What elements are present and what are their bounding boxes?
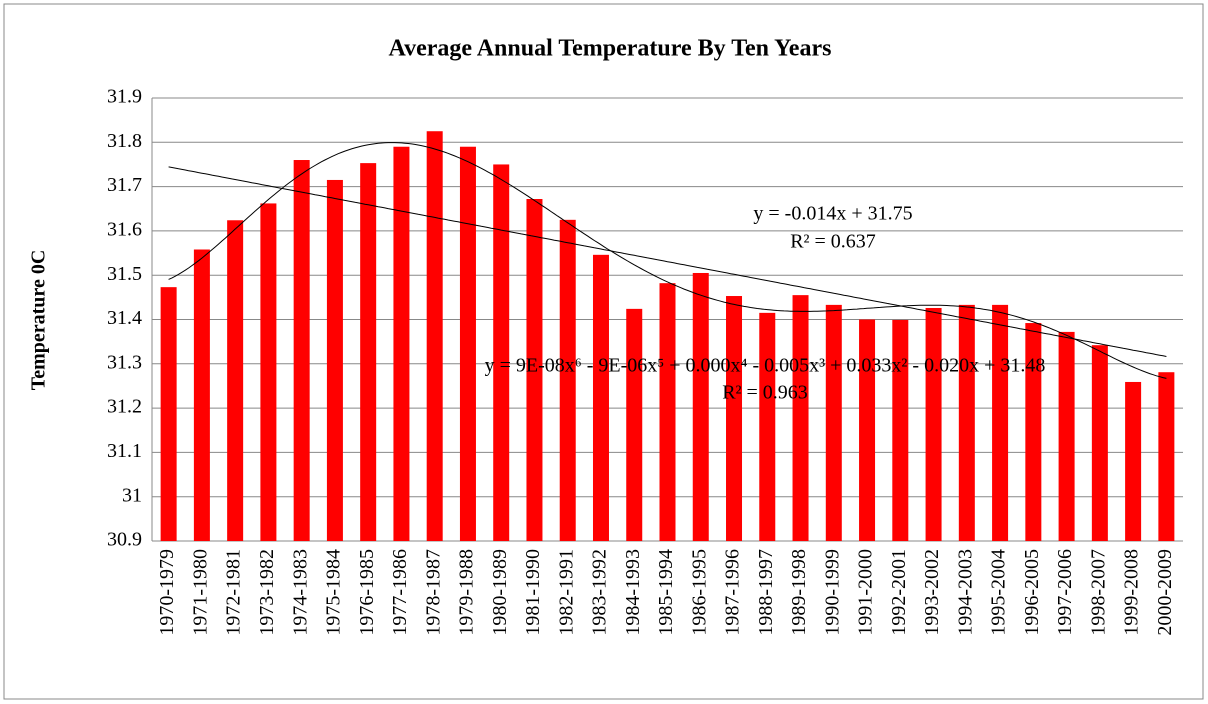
- x-tick-label: 1981-1990: [522, 549, 544, 636]
- x-tick-label: 1977-1986: [389, 549, 411, 636]
- bar: [293, 160, 310, 541]
- x-tick-label: 1993-2002: [921, 549, 943, 636]
- bar: [1025, 323, 1042, 541]
- bar: [692, 272, 709, 541]
- bar: [360, 163, 377, 541]
- y-tick-label: 31.2: [107, 396, 142, 418]
- x-tick-label: 1970-1979: [156, 549, 178, 636]
- bar: [592, 254, 609, 541]
- bar: [559, 219, 576, 541]
- bar: [726, 296, 743, 541]
- x-tick-label: 1984-1993: [622, 549, 644, 636]
- x-tick-label: 1988-1997: [755, 549, 777, 636]
- x-tick-label: 1994-2003: [954, 549, 976, 636]
- x-tick-label: 1976-1985: [356, 549, 378, 636]
- x-tick-label: 1990-1999: [821, 549, 843, 636]
- bar: [260, 203, 277, 541]
- bar: [759, 312, 776, 541]
- y-axis-label: Temperature 0C: [28, 250, 50, 391]
- trendline-equation: y = 9E-08x⁶ - 9E-06x⁵ + 0.000x⁴ - 0.005x…: [485, 355, 1046, 377]
- y-tick-label: 31.6: [107, 218, 142, 240]
- bar: [892, 319, 909, 541]
- x-tick-label: 1995-2004: [988, 549, 1010, 636]
- y-tick-label: 31.5: [107, 263, 142, 285]
- y-tick-label: 31.9: [107, 86, 142, 108]
- x-tick-label: 1980-1989: [489, 549, 511, 636]
- x-tick-label: 1998-2007: [1087, 549, 1109, 636]
- bar: [925, 307, 942, 541]
- trendline-r-squared: R² = 0.963: [722, 382, 808, 404]
- bar: [459, 146, 476, 542]
- trendline-r-squared: R² = 0.637: [790, 231, 876, 253]
- trendline: [168, 142, 1167, 379]
- bar: [393, 146, 410, 542]
- y-tick-label: 31.3: [107, 351, 142, 373]
- x-tick-label: 1972-1981: [223, 549, 245, 636]
- bar: [160, 287, 177, 541]
- x-tick-label: 1989-1998: [788, 549, 810, 636]
- x-tick-label: 1971-1980: [189, 549, 211, 636]
- bar: [659, 283, 676, 541]
- bar: [426, 131, 443, 541]
- bar: [792, 295, 809, 541]
- trendline-equation: y = -0.014x + 31.75: [753, 203, 912, 225]
- y-tick-label: 31.4: [107, 307, 142, 329]
- y-tick-label: 30.9: [107, 529, 142, 551]
- x-tick-label: 1996-2005: [1021, 549, 1043, 636]
- bar: [1058, 331, 1075, 541]
- bar: [992, 304, 1009, 541]
- x-tick-label: 1997-2006: [1054, 549, 1076, 636]
- bar: [526, 199, 543, 541]
- chart-title: Average Annual Temperature By Ten Years: [389, 36, 832, 62]
- bar: [1158, 372, 1175, 541]
- bar: [626, 308, 643, 541]
- bar: [859, 319, 876, 541]
- x-tick-label: 1999-2008: [1121, 549, 1143, 636]
- bar: [1125, 381, 1142, 541]
- x-tick-label: 1983-1992: [589, 549, 611, 636]
- x-tick-label: 1975-1984: [323, 549, 345, 636]
- x-tick-label: 1987-1996: [722, 549, 744, 636]
- bar: [326, 179, 343, 541]
- x-tick-label: 1978-1987: [422, 549, 444, 636]
- x-tick-label: 1991-2000: [855, 549, 877, 636]
- bar: [493, 164, 510, 541]
- bar: [958, 304, 975, 541]
- bar: [193, 249, 210, 542]
- x-tick-label: 1982-1991: [555, 549, 577, 636]
- x-tick-label: 1974-1983: [289, 549, 311, 636]
- x-tick-label: 1973-1982: [256, 549, 278, 636]
- y-tick-label: 31.8: [107, 130, 142, 152]
- y-tick-label: 31: [122, 484, 142, 506]
- x-tick-label: 2000-2009: [1154, 549, 1176, 636]
- x-tick-label: 1986-1995: [688, 549, 710, 636]
- x-tick-label: 1985-1994: [655, 549, 677, 636]
- bar: [1091, 345, 1108, 541]
- bar: [825, 304, 842, 541]
- x-tick-label: 1979-1988: [456, 549, 478, 636]
- trendline: [168, 166, 1167, 357]
- bar: [227, 220, 244, 541]
- y-tick-label: 31.7: [107, 174, 142, 196]
- y-tick-label: 31.1: [107, 440, 142, 462]
- x-tick-label: 1992-2001: [888, 549, 910, 636]
